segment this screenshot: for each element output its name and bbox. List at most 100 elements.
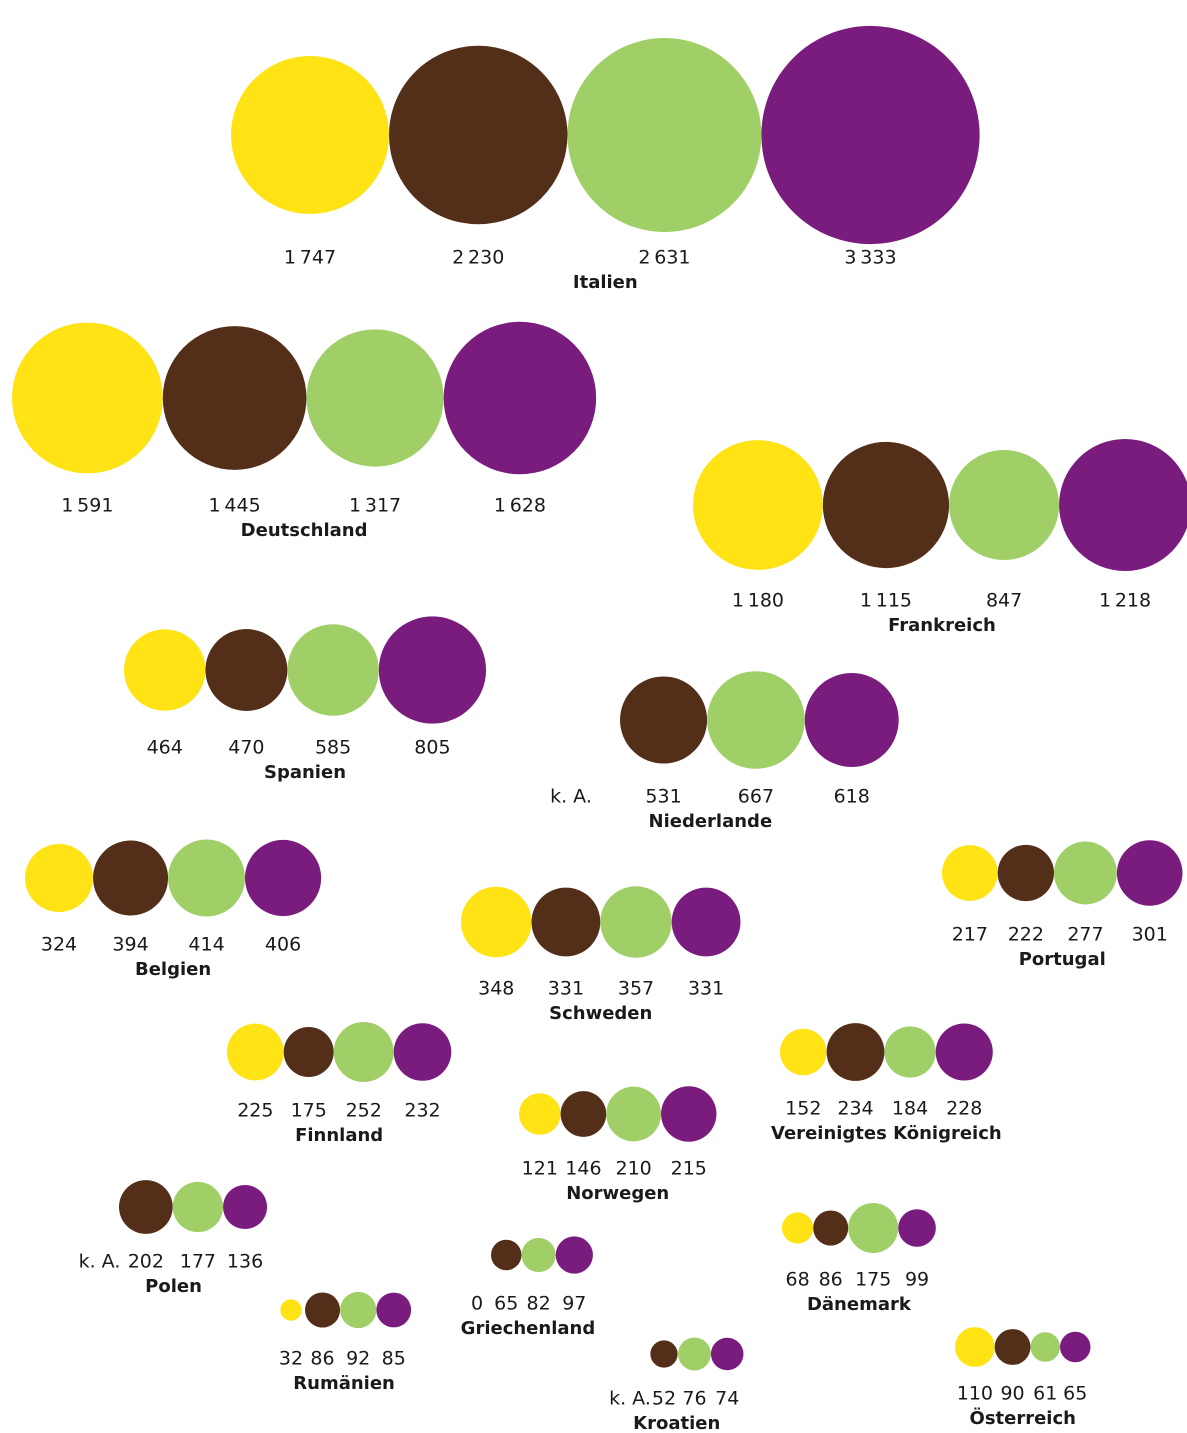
bubble: [804, 673, 899, 767]
bubble: [491, 1239, 522, 1271]
bubble: [461, 886, 532, 958]
value-label: 97: [562, 1293, 586, 1315]
bubble: [388, 45, 568, 225]
bubble: [280, 1299, 302, 1321]
group-name: Österreich: [970, 1407, 1076, 1429]
bubble: [848, 1202, 899, 1254]
value-label: 99: [905, 1269, 929, 1291]
value-label: 2 631: [638, 247, 690, 269]
value-label: 110: [957, 1383, 993, 1405]
bubble: [560, 1091, 607, 1137]
bubble: [443, 321, 597, 475]
bubble: [521, 1237, 556, 1273]
value-label: 222: [1008, 924, 1044, 946]
value-label: 76: [682, 1388, 706, 1410]
value-label: 301: [1132, 924, 1168, 946]
group-name: Belgien: [135, 959, 211, 980]
bubble: [650, 1340, 678, 1368]
bubble: [519, 1093, 561, 1135]
value-label: 90: [1000, 1383, 1024, 1405]
bubble: [898, 1209, 936, 1247]
bubble: [378, 616, 487, 724]
bubble: [997, 844, 1055, 902]
bubble: [1059, 439, 1187, 571]
group-name: Deutschland: [241, 520, 368, 541]
value-label: k. A.: [550, 786, 592, 808]
value-label: 136: [227, 1251, 263, 1273]
group-name: Schweden: [549, 1003, 652, 1024]
bubble: [555, 1236, 593, 1274]
bubble: [761, 25, 980, 245]
value-label: k. A.: [609, 1388, 651, 1410]
bubble: [162, 326, 307, 470]
value-label: 121: [522, 1158, 558, 1180]
value-label: 331: [688, 978, 724, 1000]
value-label: 3 333: [844, 247, 896, 269]
value-label: 252: [346, 1100, 382, 1122]
value-label: 32: [279, 1348, 303, 1370]
value-label: 65: [1063, 1383, 1087, 1405]
bubble: [884, 1026, 936, 1078]
value-label: 202: [128, 1251, 164, 1273]
bubble: [955, 1327, 995, 1367]
bubble: [124, 629, 206, 711]
bubble: [25, 843, 94, 913]
group-name: Portugal: [1019, 949, 1106, 970]
value-label: 348: [478, 978, 514, 1000]
value-label: 74: [715, 1388, 739, 1410]
value-label: 217: [952, 924, 988, 946]
value-label: 414: [188, 934, 224, 956]
value-label: 277: [1067, 924, 1103, 946]
value-label: 1 180: [732, 590, 784, 612]
value-label: 470: [228, 737, 264, 759]
value-label: 331: [548, 978, 584, 1000]
value-label: 234: [837, 1098, 873, 1120]
bubble: [1060, 1331, 1091, 1363]
bubble: [306, 329, 444, 467]
value-label: 152: [785, 1098, 821, 1120]
value-label: 228: [946, 1098, 982, 1120]
bubble: [780, 1028, 827, 1076]
bubble: [813, 1210, 849, 1246]
bubble: [172, 1181, 224, 1233]
bubble: [223, 1184, 268, 1230]
group-name: Norwegen: [566, 1183, 669, 1204]
bubble: [333, 1021, 394, 1083]
value-label: 85: [382, 1348, 406, 1370]
value-label: 1 591: [61, 495, 113, 517]
bubble: [600, 886, 672, 958]
bubble: [620, 676, 708, 764]
bubble: [782, 1212, 814, 1244]
value-label: 61: [1033, 1383, 1057, 1405]
value-label: 1 628: [494, 495, 546, 517]
bubble: [826, 1023, 885, 1081]
bubble: [283, 1026, 334, 1078]
value-label: 0: [471, 1293, 483, 1315]
bubble: [822, 441, 950, 569]
value-label: 406: [265, 934, 301, 956]
value-label: 146: [565, 1158, 601, 1180]
value-label: 2 230: [452, 247, 504, 269]
bubble: [942, 845, 998, 901]
bubble: [93, 840, 169, 916]
bubble: [376, 1292, 412, 1328]
value-label: 82: [526, 1293, 550, 1315]
group-name: Finnland: [295, 1125, 383, 1146]
value-label: 232: [404, 1100, 440, 1122]
bubble: [671, 887, 741, 957]
value-label: 215: [671, 1158, 707, 1180]
group-name: Frankreich: [888, 615, 996, 636]
group-name: Griechenland: [461, 1318, 596, 1339]
value-label: 324: [41, 934, 77, 956]
group-name: Rumänien: [293, 1373, 395, 1394]
group-name: Italien: [573, 272, 638, 293]
value-label: 357: [618, 978, 654, 1000]
group-name: Vereinigtes Königreich: [771, 1123, 1002, 1144]
value-label: 1 317: [349, 495, 401, 517]
value-label: 1 115: [860, 590, 912, 612]
value-label: 531: [645, 786, 681, 808]
value-label: 667: [738, 786, 774, 808]
value-label: 92: [346, 1348, 370, 1370]
bubble: [305, 1292, 341, 1328]
